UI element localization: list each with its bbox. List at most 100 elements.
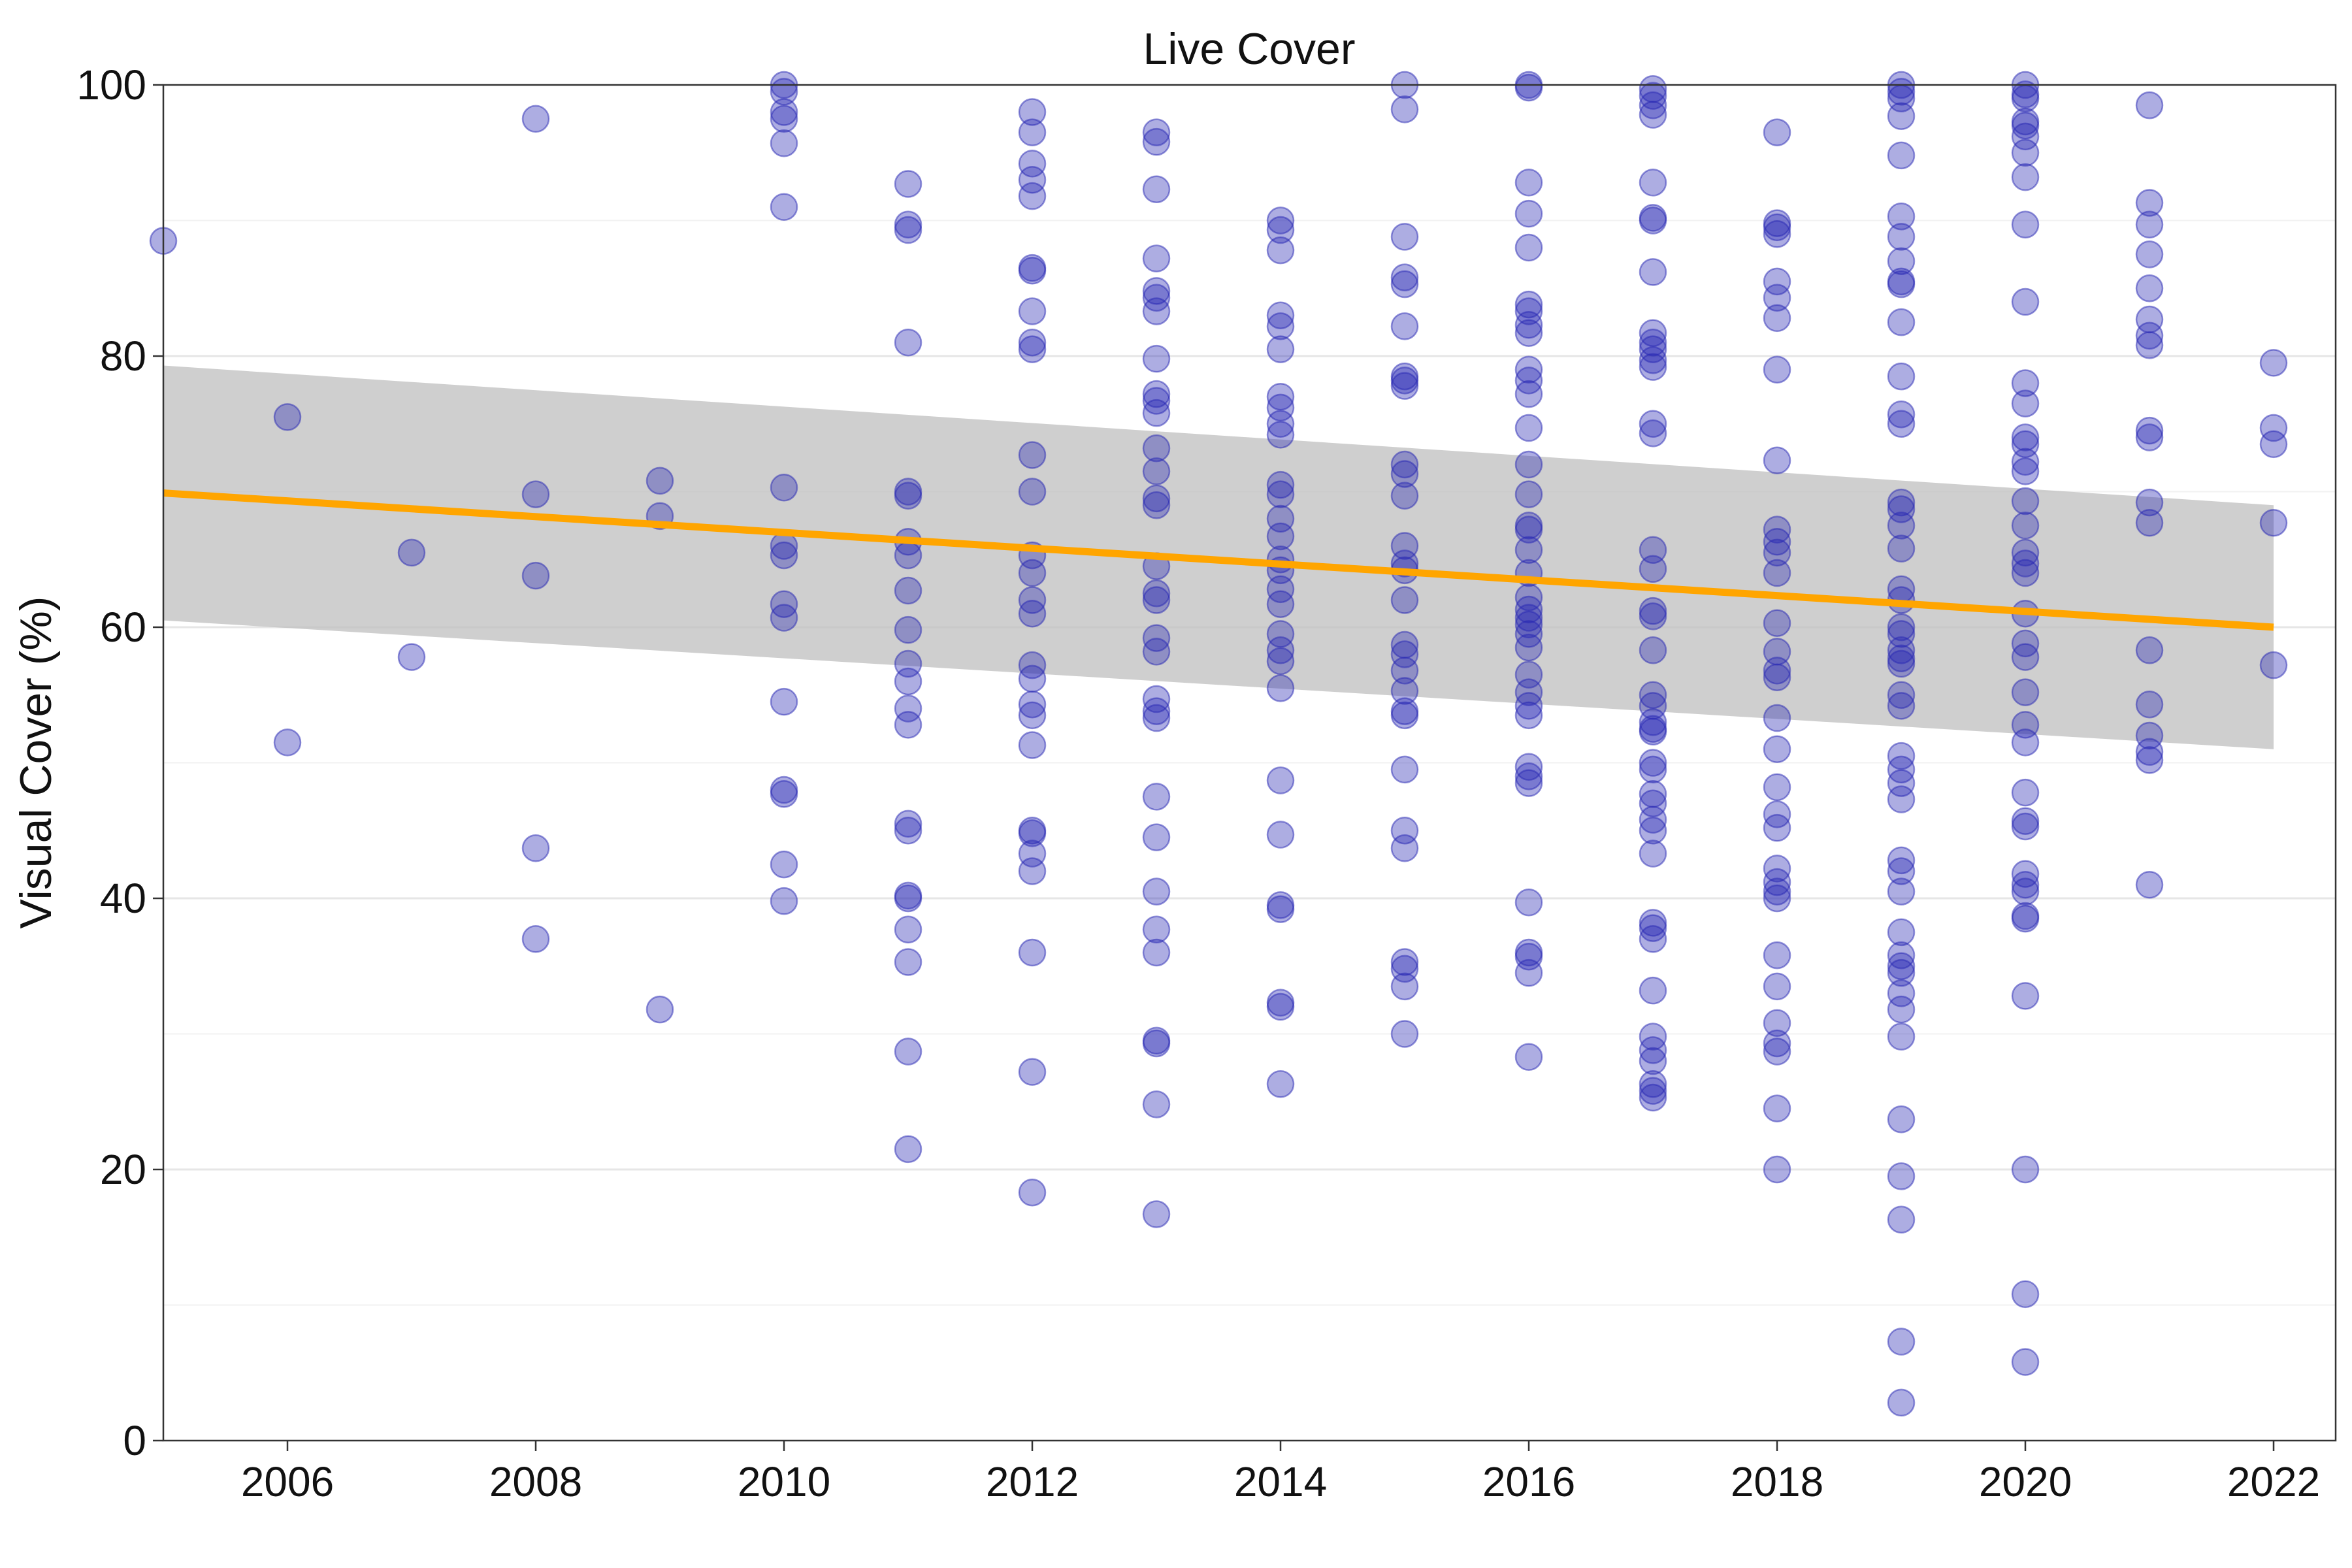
data-point: [1639, 636, 1667, 664]
data-point: [1639, 555, 1667, 583]
data-point: [1887, 857, 1916, 885]
data-point: [1390, 270, 1419, 299]
data-point: [894, 541, 923, 570]
data-point: [1514, 355, 1543, 384]
x-tick-label: 2022: [2227, 1458, 2320, 1505]
data-point: [1514, 762, 1543, 791]
data-point: [1142, 277, 1171, 305]
data-point: [1266, 393, 1295, 422]
data-point: [1887, 1205, 1916, 1234]
data-point: [1018, 98, 1047, 126]
data-point: [1514, 701, 1543, 730]
data-point: [1514, 610, 1543, 639]
data-point: [1514, 311, 1543, 339]
y-tick-label: 60: [100, 604, 146, 651]
data-point: [2011, 778, 2040, 807]
data-point: [1142, 344, 1171, 373]
data-point: [1514, 73, 1543, 102]
data-point: [1763, 267, 1791, 296]
data-point: [1763, 868, 1791, 896]
data-point: [2011, 487, 2040, 515]
data-point: [894, 667, 923, 696]
data-point: [2011, 877, 2040, 906]
data-point: [1142, 380, 1171, 408]
data-point: [1514, 169, 1543, 197]
data-point: [2011, 84, 2040, 112]
data-point: [1018, 166, 1047, 194]
data-point: [2135, 91, 2164, 120]
data-point: [1887, 1328, 1916, 1356]
data-point: [1018, 150, 1047, 178]
data-point: [1266, 470, 1295, 499]
data-point: [1018, 478, 1047, 506]
data-point: [1639, 101, 1667, 129]
data-point: [1018, 335, 1047, 363]
data-point: [1142, 387, 1171, 415]
data-point: [1266, 236, 1295, 265]
data-point: [1142, 915, 1171, 943]
data-point: [770, 604, 798, 632]
data-point: [1887, 785, 1916, 813]
data-point: [1639, 410, 1667, 438]
data-point: [1639, 1036, 1667, 1064]
data-point: [521, 561, 550, 590]
data-point: [1142, 1029, 1171, 1058]
data-point: [1763, 663, 1791, 692]
data-point: [894, 615, 923, 644]
data-point: [894, 1135, 923, 1164]
data-point: [1142, 457, 1171, 485]
data-point: [770, 98, 798, 126]
data-point: [2011, 904, 2040, 933]
data-point: [1887, 649, 1916, 678]
data-point: [1763, 118, 1791, 146]
data-point: [1887, 979, 1916, 1007]
data-point: [1763, 1155, 1791, 1184]
data-point: [2135, 721, 2164, 750]
data-point: [2011, 448, 2040, 476]
data-point: [1887, 613, 1916, 642]
data-point: [1887, 877, 1916, 906]
data-point: [1887, 534, 1916, 563]
data-point: [1390, 223, 1419, 251]
data-point: [1390, 948, 1419, 976]
data-point: [1018, 1179, 1047, 1207]
data-point: [1018, 701, 1047, 730]
data-point: [2011, 1348, 2040, 1376]
data-point: [1266, 620, 1295, 648]
data-point: [1514, 595, 1543, 624]
data-point: [1639, 717, 1667, 746]
data-point: [521, 480, 550, 508]
x-tick-label: 2010: [738, 1458, 830, 1505]
data-point: [1887, 223, 1916, 251]
data-point: [1514, 633, 1543, 662]
data-point: [770, 474, 798, 502]
data-point: [1639, 353, 1667, 381]
data-point: [1514, 480, 1543, 508]
data-point: [1514, 1043, 1543, 1071]
plot-frame: [162, 84, 2337, 1442]
data-point: [2011, 549, 2040, 578]
data-point: [1514, 769, 1543, 797]
data-point: [1390, 263, 1419, 291]
data-point: [1142, 1090, 1171, 1119]
data-point: [770, 687, 798, 716]
data-point: [770, 129, 798, 157]
data-point: [1887, 203, 1916, 231]
y-axis-label: Visual Cover (%): [11, 596, 61, 929]
x-tick-label: 2006: [241, 1458, 334, 1505]
data-point: [1639, 346, 1667, 374]
data-point: [1763, 515, 1791, 544]
data-point: [521, 105, 550, 133]
data-point: [1390, 755, 1419, 784]
data-point: [1266, 335, 1295, 363]
data-point: [1639, 1047, 1667, 1075]
data-point: [1142, 399, 1171, 427]
grid-lines: [163, 220, 2336, 1306]
data-point: [1639, 789, 1667, 817]
data-point: [1763, 704, 1791, 732]
data-point: [1763, 657, 1791, 685]
data-point: [1639, 319, 1667, 347]
data-point: [1142, 491, 1171, 519]
data-point: [1887, 495, 1916, 523]
data-point: [770, 887, 798, 915]
